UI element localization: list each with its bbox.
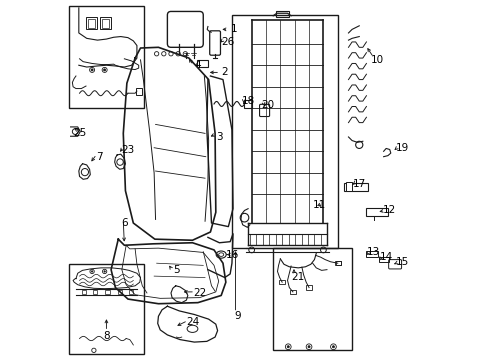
Text: 7: 7 xyxy=(96,152,102,162)
Bar xyxy=(100,17,111,30)
Bar xyxy=(346,182,352,192)
Bar xyxy=(379,257,388,262)
Text: 16: 16 xyxy=(225,250,238,260)
Text: 25: 25 xyxy=(73,129,86,138)
Bar xyxy=(69,6,144,108)
Bar xyxy=(105,290,109,294)
Text: 1: 1 xyxy=(230,24,237,35)
Bar xyxy=(231,15,337,248)
Bar xyxy=(86,17,97,30)
Circle shape xyxy=(286,346,289,348)
Text: 21: 21 xyxy=(291,272,305,282)
Bar xyxy=(344,183,367,191)
Bar xyxy=(69,264,144,354)
Text: 6: 6 xyxy=(121,218,127,228)
Text: 5: 5 xyxy=(173,265,179,275)
Text: 23: 23 xyxy=(121,144,134,154)
Text: 20: 20 xyxy=(261,100,274,110)
Circle shape xyxy=(332,346,334,348)
Bar xyxy=(366,251,377,257)
Text: 2: 2 xyxy=(221,67,227,77)
Text: 19: 19 xyxy=(395,143,408,153)
Bar xyxy=(118,290,122,294)
Bar xyxy=(279,280,285,284)
Bar xyxy=(289,290,295,294)
Circle shape xyxy=(91,271,93,272)
Text: 17: 17 xyxy=(352,179,365,189)
Text: 26: 26 xyxy=(221,37,235,47)
Text: 10: 10 xyxy=(370,55,383,65)
Text: 22: 22 xyxy=(193,288,206,298)
Text: 14: 14 xyxy=(379,252,392,262)
Text: 3: 3 xyxy=(216,132,222,142)
Bar xyxy=(82,290,86,294)
Bar xyxy=(88,19,95,28)
Text: 9: 9 xyxy=(234,311,240,321)
Text: 12: 12 xyxy=(382,206,396,216)
Text: 15: 15 xyxy=(395,257,408,267)
Bar xyxy=(334,261,340,265)
Bar xyxy=(305,285,311,290)
Bar xyxy=(197,60,207,67)
Text: 18: 18 xyxy=(241,96,254,106)
Circle shape xyxy=(91,69,93,71)
Circle shape xyxy=(104,271,105,272)
Bar xyxy=(276,12,288,17)
Text: 8: 8 xyxy=(103,331,109,341)
Bar xyxy=(128,290,133,294)
Bar xyxy=(366,208,387,216)
Text: 24: 24 xyxy=(185,317,199,327)
Bar xyxy=(102,19,109,28)
Circle shape xyxy=(103,69,105,71)
Text: 4: 4 xyxy=(194,60,201,70)
Bar xyxy=(273,248,351,350)
Bar xyxy=(335,261,341,265)
Text: 11: 11 xyxy=(312,200,326,210)
Bar xyxy=(244,100,252,108)
Bar xyxy=(93,290,97,294)
Circle shape xyxy=(307,346,309,348)
Text: 13: 13 xyxy=(366,247,380,257)
Bar xyxy=(136,88,142,95)
